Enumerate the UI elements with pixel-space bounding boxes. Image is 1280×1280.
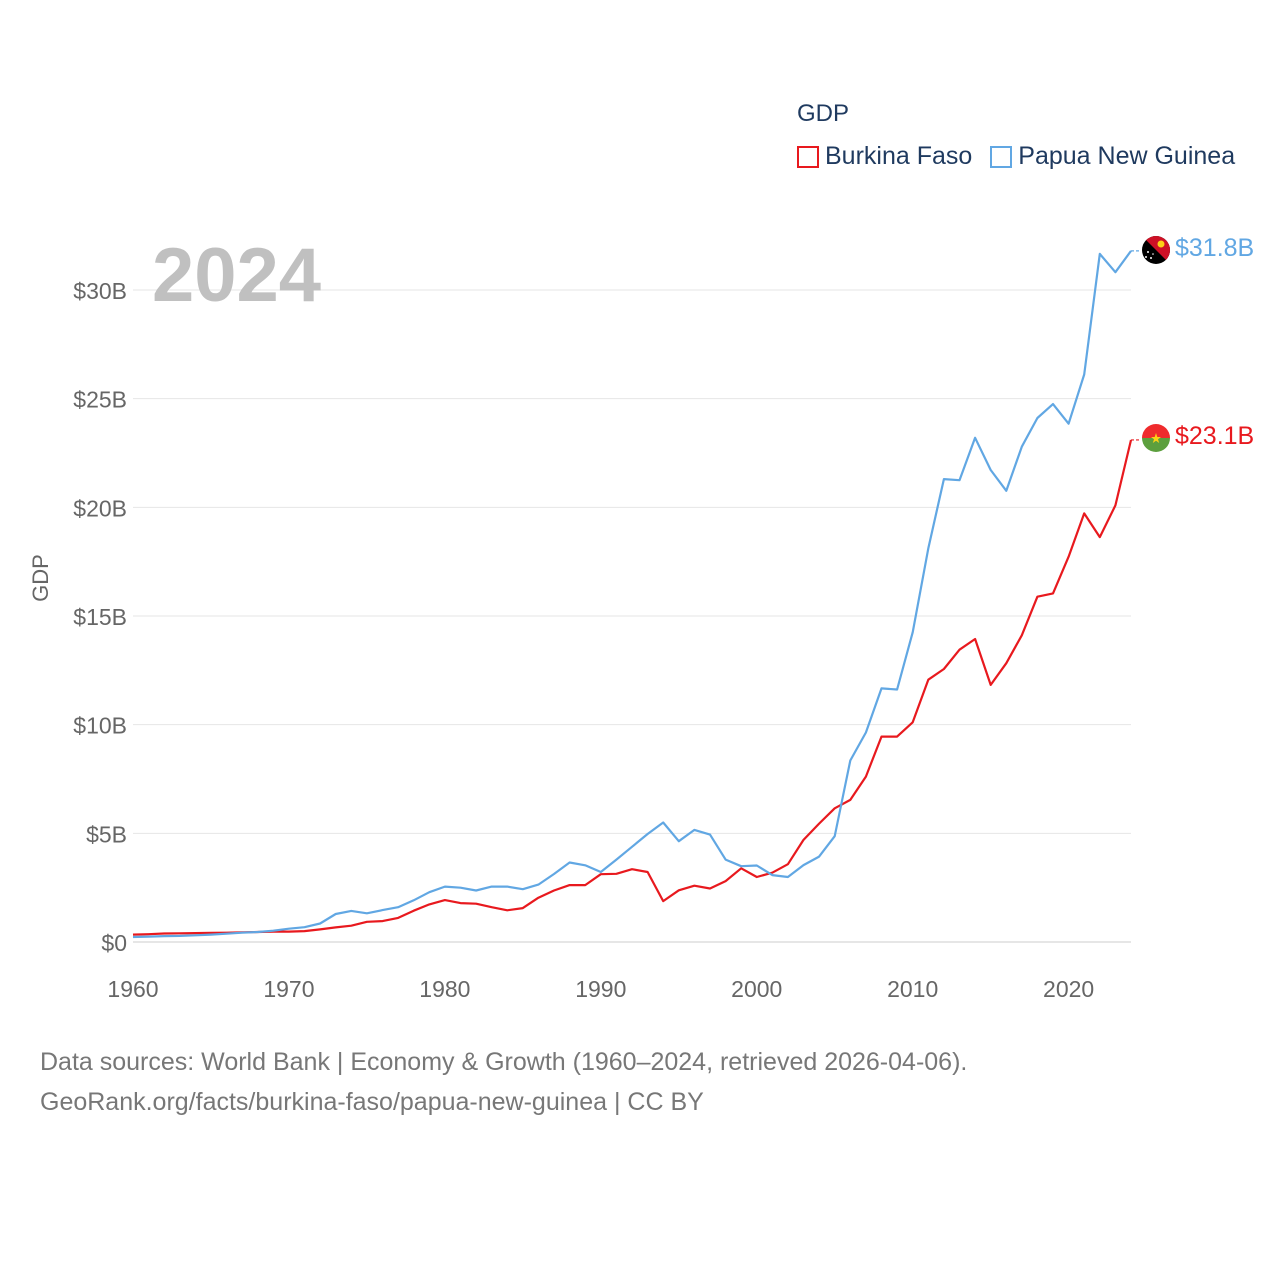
x-tick-label: 2010 (887, 976, 938, 1002)
grid (133, 289, 1131, 943)
x-tick-label: 2020 (1043, 976, 1094, 1002)
y-tick-label: $20B (73, 495, 127, 521)
y-tick-label: $10B (73, 713, 127, 739)
y-tick-label: $0 (101, 930, 127, 956)
series-line-burkina-faso (132, 439, 1133, 936)
end-label-papua-new-guinea: $31.8B (1175, 234, 1254, 262)
x-tick-label: 1980 (419, 976, 470, 1002)
x-tick-label: 1960 (107, 976, 158, 1002)
x-axis-ticks: 1960 1970 1980 1990 2000 2010 2020 (107, 976, 1094, 1002)
y-tick-label: $5B (86, 821, 127, 847)
line-chart: 2024 $0$5B$10B$15B$20B$25B$30B 1960 1970 1… (73, 233, 1254, 1002)
series-line-papua-new-guinea (132, 250, 1132, 939)
papua-new-guinea-flag-icon (1142, 236, 1170, 264)
end-label-burkina-faso: $23.1B (1175, 422, 1254, 450)
source-note: Data sources: World Bank | Economy & Gro… (40, 1042, 967, 1122)
y-tick-label: $30B (73, 278, 127, 304)
y-tick-label: $15B (73, 604, 127, 630)
legend-label-burkina-faso: Burkina Faso (825, 142, 973, 170)
source-line-1: Data sources: World Bank | Economy & Gro… (40, 1048, 968, 1076)
source-line-2[interactable]: GeoRank.org/facts/burkina-faso/papua-new… (40, 1088, 704, 1116)
legend-item-burkina-faso[interactable]: Burkina Faso (797, 142, 972, 171)
y-axis-ticks: $0 $5B $10B $15B $20B $25B $30B (73, 278, 127, 956)
x-tick-label: 1970 (263, 976, 314, 1002)
y-tick-label: $25B (73, 387, 127, 413)
legend-swatch-papua-new-guinea (990, 145, 1013, 168)
year-label: 2024 (152, 233, 321, 318)
legend-title: GDP (797, 100, 850, 127)
x-tick-label: 2000 (731, 976, 782, 1002)
x-tick-label: 1990 (575, 976, 626, 1002)
legend-item-papua-new-guinea[interactable]: Papua New Guinea (990, 142, 1235, 171)
series (132, 250, 1141, 939)
legend: Burkina Faso Papua New Guinea (797, 142, 1253, 171)
legend-label-papua-new-guinea: Papua New Guinea (1018, 142, 1236, 170)
legend-swatch-burkina-faso (797, 145, 819, 168)
burkina-faso-flag-icon (1142, 424, 1170, 452)
